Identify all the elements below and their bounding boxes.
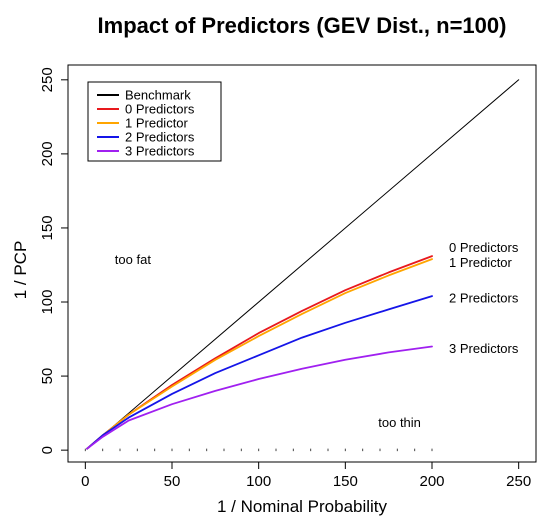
series-line-benchmark xyxy=(86,79,520,450)
x-tick-label: 150 xyxy=(333,473,358,490)
x-tick-label: 50 xyxy=(164,473,181,490)
x-tick-label: 0 xyxy=(81,473,89,490)
chart-title: Impact of Predictors (GEV Dist., n=100) xyxy=(98,13,507,38)
legend-entry: 2 Predictors xyxy=(125,130,195,145)
axes: 0 50 100 150 200 250 0 50 100 150 200 250 xyxy=(39,67,531,490)
series-line-3-predictors xyxy=(86,345,433,450)
end-label: 3 Predictors xyxy=(449,341,519,356)
x-tick-label: 250 xyxy=(506,473,531,490)
end-label: 0 Predictors xyxy=(449,240,519,255)
end-label: 1 Predictor xyxy=(449,255,513,270)
rug-marks xyxy=(84,448,433,452)
y-tick-label: 150 xyxy=(39,215,56,240)
x-tick-label: 100 xyxy=(246,473,271,490)
legend-entry: 1 Predictor xyxy=(125,116,189,131)
y-tick-label: 0 xyxy=(39,446,56,454)
annotation: too thin xyxy=(378,415,421,430)
legend-entry: Benchmark xyxy=(125,88,191,103)
legend-entry: 0 Predictors xyxy=(125,102,195,117)
end-label: 2 Predictors xyxy=(449,291,519,306)
annotation: too fat xyxy=(115,252,152,267)
x-axis-label: 1 / Nominal Probability xyxy=(217,497,388,516)
legend-entry: 3 Predictors xyxy=(125,144,195,159)
y-tick-label: 100 xyxy=(39,289,56,314)
y-axis-label: 1 / PCP xyxy=(11,241,30,300)
x-tick-label: 200 xyxy=(419,473,444,490)
series-line-2-predictors xyxy=(86,295,433,450)
annotations: too fat too thin xyxy=(115,252,421,430)
plot-frame xyxy=(67,64,537,463)
series-line-1-predictor xyxy=(86,258,433,450)
y-tick-label: 200 xyxy=(39,141,56,166)
series-lines xyxy=(86,79,520,450)
y-tick-label: 250 xyxy=(39,67,56,92)
y-tick-label: 50 xyxy=(39,368,56,385)
